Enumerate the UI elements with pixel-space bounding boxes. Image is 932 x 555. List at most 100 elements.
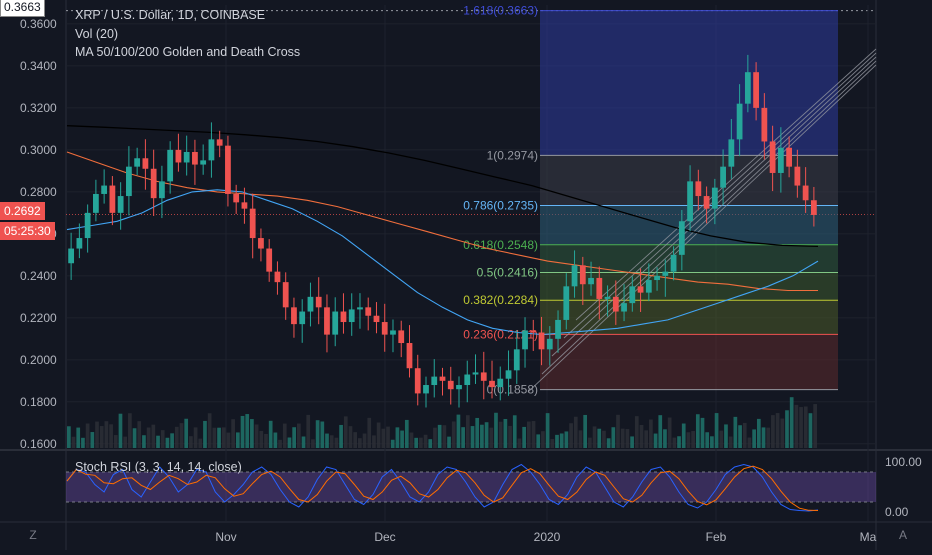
- price-tick-label: 0.3000: [20, 143, 57, 157]
- volume-bar: [81, 437, 85, 448]
- candle-body: [505, 370, 512, 379]
- volume-bar: [217, 427, 221, 448]
- volume-bar: [306, 414, 311, 448]
- axis-corner-left: Z: [29, 528, 36, 542]
- candle-body: [720, 166, 726, 188]
- volume-bar: [99, 426, 104, 448]
- volume-bar: [268, 420, 273, 448]
- price-tick-label: 0.2200: [20, 311, 57, 325]
- candle-body: [406, 343, 413, 369]
- volume-bar: [498, 421, 503, 448]
- volume-bar: [296, 423, 301, 448]
- volume-bar: [639, 424, 644, 448]
- volume-bar: [184, 418, 189, 448]
- volume-bar: [522, 426, 526, 448]
- volume-bars: [67, 397, 817, 448]
- price-tick-label: 0.1800: [20, 395, 57, 409]
- volume-bar: [752, 429, 756, 448]
- volume-bar: [390, 439, 395, 448]
- volume-bar: [254, 424, 259, 448]
- candle-body: [258, 238, 264, 249]
- volume-bar: [569, 423, 573, 448]
- volume-bar: [503, 418, 508, 448]
- candle-body: [621, 303, 627, 312]
- volume-bar: [616, 414, 620, 448]
- volume-bar: [400, 430, 404, 448]
- volume-bar: [771, 415, 775, 448]
- volume-bar: [733, 416, 738, 448]
- volume-bar: [747, 437, 752, 448]
- volume-bar: [630, 436, 634, 448]
- volume-bar: [531, 421, 536, 448]
- stoch-rsi-pane[interactable]: [66, 463, 876, 512]
- volume-bar: [334, 437, 339, 448]
- candle-body: [571, 265, 578, 287]
- volume-bar: [494, 412, 498, 448]
- candle-body: [398, 330, 405, 344]
- volume-bar: [287, 437, 292, 448]
- volume-bar: [475, 417, 480, 448]
- candle-body: [513, 349, 520, 371]
- volume-bar: [226, 432, 231, 448]
- candle-body: [629, 286, 636, 304]
- candle-body: [84, 212, 91, 239]
- volume-bar: [573, 416, 578, 448]
- volume-bar: [508, 425, 512, 448]
- candle-body: [357, 307, 363, 310]
- volume-bar: [742, 422, 747, 448]
- volume-bar: [259, 430, 264, 448]
- volume-bar: [128, 413, 132, 448]
- volume-bar: [170, 433, 174, 448]
- candle-body: [703, 196, 710, 209]
- candle-body: [777, 147, 784, 173]
- volume-bar: [625, 429, 630, 448]
- volume-bar: [480, 424, 484, 448]
- volume-bar: [362, 433, 367, 448]
- candle-body: [637, 286, 644, 293]
- volume-bar: [160, 430, 165, 448]
- candle-body: [538, 332, 545, 350]
- volume-bar: [132, 428, 137, 448]
- candle-body: [315, 296, 322, 308]
- volume-bar: [311, 439, 315, 448]
- volume-bar: [109, 424, 113, 448]
- fib-level-label: 0.236(0.2121): [463, 327, 538, 341]
- volume-bar: [489, 427, 494, 448]
- volume-bar: [339, 424, 343, 448]
- candle-body: [307, 296, 314, 312]
- volume-bar: [325, 433, 329, 448]
- candle-body: [324, 307, 330, 335]
- volume-bar: [395, 427, 400, 448]
- volume-bar: [85, 423, 90, 448]
- volume-bar: [658, 415, 663, 448]
- ma-legend: MA 50/100/200 Golden and Death Cross: [75, 45, 301, 59]
- channel-line: [541, 60, 877, 375]
- volume-bar: [118, 413, 123, 448]
- candle-body: [596, 277, 603, 299]
- volume-bar: [794, 404, 799, 448]
- volume-bar: [724, 424, 728, 448]
- volume-bar: [451, 421, 456, 448]
- candle-body: [439, 376, 446, 381]
- volume-bar: [353, 432, 358, 448]
- candle-body: [266, 248, 273, 272]
- fib-zone: [540, 300, 838, 335]
- candle-body: [604, 296, 611, 299]
- volume-bar: [756, 418, 761, 448]
- candle-body: [233, 193, 240, 203]
- candle-body: [373, 315, 380, 323]
- ma50-line: [66, 189, 819, 336]
- volume-bar: [813, 404, 817, 448]
- candle-body: [68, 248, 75, 264]
- volume-bar: [686, 432, 691, 448]
- candle-body: [175, 149, 182, 163]
- fib-level-label: 1.618(0.3663): [463, 4, 538, 18]
- candle-body: [192, 151, 198, 165]
- candle-body: [225, 145, 231, 194]
- volume-bar: [235, 432, 240, 448]
- volume-bar: [714, 413, 719, 448]
- volume-bar: [67, 426, 71, 448]
- volume-bar: [700, 417, 705, 448]
